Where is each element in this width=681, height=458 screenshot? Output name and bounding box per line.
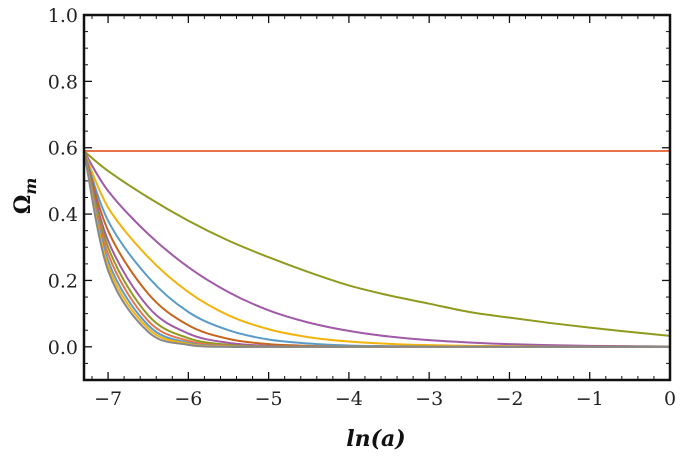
series-line-7	[83, 150, 670, 348]
y-tick-label: 1.0	[48, 5, 78, 27]
x-tick-label: −3	[415, 388, 443, 410]
series-line-12	[83, 150, 670, 348]
series-layer	[83, 150, 671, 348]
x-tick-label: −7	[94, 388, 122, 410]
series-line-5	[83, 150, 670, 348]
series-line-10	[83, 150, 670, 348]
y-axis-title: Ωm	[10, 178, 40, 215]
plot-frame	[82, 13, 672, 382]
x-tick-label: −1	[576, 388, 604, 410]
x-tick-label: −2	[495, 388, 523, 410]
y-tick-labels: 0.0 0.2 0.4 0.6 0.8 1.0	[48, 5, 78, 359]
series-line-3	[83, 150, 671, 348]
y-tick-label: 0.8	[48, 71, 78, 93]
y-tick-label: 0.2	[48, 270, 78, 292]
series-line-9	[83, 150, 670, 348]
x-axis-title: ln(a)	[346, 426, 405, 452]
y-tick-label: 0.0	[48, 337, 78, 359]
y-axis-title-subscript: m	[21, 178, 40, 195]
x-tick-label: −6	[174, 388, 202, 410]
y-tick-label: 0.6	[48, 138, 78, 160]
y-axis-title-symbol: Ω	[10, 195, 36, 215]
series-line-2	[83, 150, 671, 337]
x-tick-label: −4	[335, 388, 363, 410]
series-line-8	[83, 150, 670, 348]
x-tick-labels: −7 −6 −5 −4 −3 −2 −1 0	[94, 388, 676, 410]
series-line-6	[83, 150, 670, 348]
x-tick-label: 0	[664, 388, 676, 410]
x-tick-label: −5	[255, 388, 283, 410]
series-line-11	[83, 150, 670, 348]
series-line-4	[83, 150, 670, 348]
y-tick-label: 0.4	[48, 204, 78, 226]
